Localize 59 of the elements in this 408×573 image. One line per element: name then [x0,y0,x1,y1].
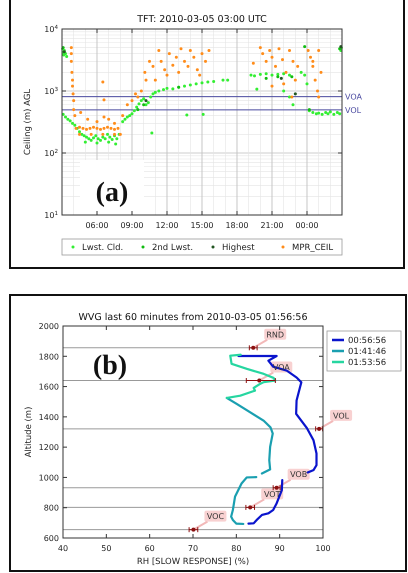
legend-label: Highest [222,243,256,253]
x-tick-label: 18:00 [225,221,249,230]
y-tick-label: 800 [44,504,59,513]
legend-label: 2nd Lwst. [152,243,194,253]
x-tick-label: 40 [58,544,68,553]
point [248,505,252,510]
point [294,92,297,96]
x-tick-label: 80 [231,544,242,553]
x-tick-label: 15:00 [190,221,214,230]
annotation: RND [266,330,284,340]
x-tick-label: 06:00 [85,221,109,230]
y-tick-label: 1200 [38,443,59,452]
y-tick-label: 1800 [38,352,59,362]
y-tick-label: 10$^{1}$ [44,210,58,220]
point [257,378,262,383]
point [303,45,306,48]
x-axis-title: RH [SLOW RESPONSE] (%) [136,557,250,567]
annotation: VOL [333,411,350,420]
legend-label: 00:56:56 [348,336,386,346]
point [264,76,268,80]
y-tick-label: 1600 [38,382,59,392]
point [136,108,140,112]
point [276,75,280,78]
y-axis-title: Altitude (m) [24,406,34,458]
annotation: VOC [206,512,224,522]
y-axis-title: Ceiling (m) AGL [23,88,33,156]
x-tick-label: 100 [315,544,331,553]
y-tick-label: 10$^{4}$ [44,24,58,34]
legend-label: 01:41:46 [348,347,386,357]
point [290,75,294,78]
y-tick-label: 1400 [38,412,59,422]
legend-label: 01:53:56 [348,358,386,368]
chart-title: WVG last 60 minutes from 2010-03-05 01:56:56 [78,312,308,323]
point [191,528,196,532]
x-tick-label: 09:00 [120,221,144,230]
ref-line-label: VOL [345,106,362,115]
y-tick-label: 600 [44,534,59,543]
legend-label: MPR_CEIL [292,243,334,253]
y-tick-label: 2000 [38,322,59,331]
point [142,103,146,106]
x-tick-label: 60 [144,544,155,553]
legend-label: Lwst. Cld. [82,243,124,253]
chart-title: TFT: 2010-03-05 03:00 UTC [136,14,268,25]
y-tick-label: 10$^{2}$ [44,148,58,158]
ref-line-label: VOA [345,92,362,102]
point [251,346,256,350]
x-tick-label: 50 [101,544,112,553]
point [144,99,148,102]
x-tick-label: 00:00 [295,221,319,230]
x-tick-label: 12:00 [155,221,179,230]
annotation: VOB [290,470,308,480]
annotation: (b) [92,350,128,382]
x-tick-label: 90 [274,544,285,553]
annotation: (a) [96,177,128,208]
x-tick-label: 70 [188,544,198,553]
x-tick-label: 21:00 [260,221,284,230]
point [280,76,283,80]
y-tick-label: 1000 [38,473,59,482]
y-tick-label: 10$^{3}$ [44,86,58,96]
